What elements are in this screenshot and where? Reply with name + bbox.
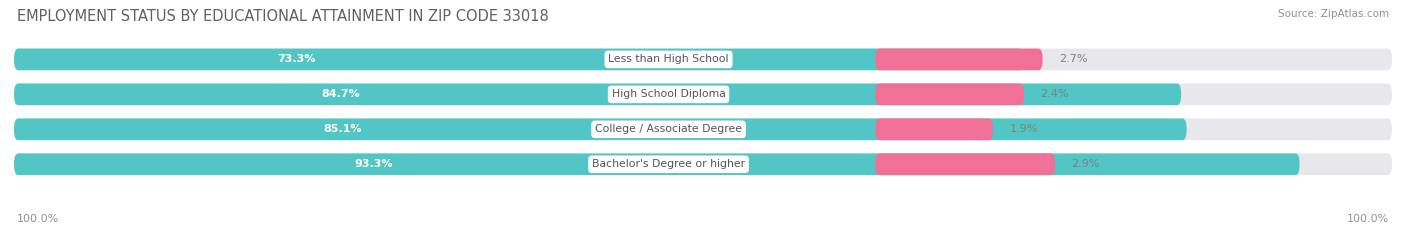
FancyBboxPatch shape [876, 154, 1054, 175]
Text: Bachelor's Degree or higher: Bachelor's Degree or higher [592, 159, 745, 169]
FancyBboxPatch shape [14, 154, 1299, 175]
FancyBboxPatch shape [14, 84, 1392, 105]
Text: 2.4%: 2.4% [1040, 89, 1069, 99]
Text: 84.7%: 84.7% [322, 89, 360, 99]
Text: 2.9%: 2.9% [1071, 159, 1099, 169]
Text: 2.7%: 2.7% [1059, 55, 1088, 64]
FancyBboxPatch shape [14, 154, 1392, 175]
Text: EMPLOYMENT STATUS BY EDUCATIONAL ATTAINMENT IN ZIP CODE 33018: EMPLOYMENT STATUS BY EDUCATIONAL ATTAINM… [17, 9, 548, 24]
Text: 85.1%: 85.1% [323, 124, 361, 134]
FancyBboxPatch shape [14, 118, 1392, 140]
Text: 100.0%: 100.0% [1347, 214, 1389, 224]
FancyBboxPatch shape [14, 118, 1187, 140]
Text: Less than High School: Less than High School [609, 55, 728, 64]
FancyBboxPatch shape [14, 49, 1024, 70]
Text: College / Associate Degree: College / Associate Degree [595, 124, 742, 134]
Text: Source: ZipAtlas.com: Source: ZipAtlas.com [1278, 9, 1389, 19]
FancyBboxPatch shape [14, 49, 1392, 70]
FancyBboxPatch shape [876, 84, 1024, 105]
FancyBboxPatch shape [876, 118, 993, 140]
Text: High School Diploma: High School Diploma [612, 89, 725, 99]
Text: 1.9%: 1.9% [1010, 124, 1038, 134]
FancyBboxPatch shape [14, 84, 1181, 105]
FancyBboxPatch shape [876, 49, 1043, 70]
Text: 100.0%: 100.0% [17, 214, 59, 224]
Text: 73.3%: 73.3% [277, 55, 316, 64]
Text: 93.3%: 93.3% [354, 159, 394, 169]
